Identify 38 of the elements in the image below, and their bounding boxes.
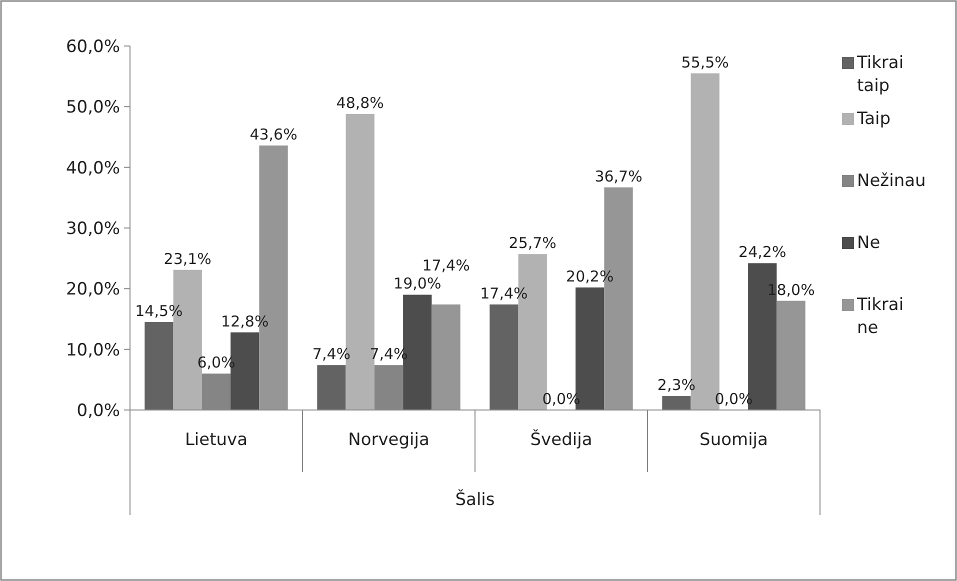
bar <box>432 304 460 410</box>
y-tick-label: 10,0% <box>66 340 120 360</box>
legend-label: Nežinau <box>857 171 926 191</box>
bar <box>776 300 806 410</box>
bar <box>490 304 518 410</box>
legend-label: Tikrai ne <box>856 295 904 338</box>
legend-label: Ne <box>857 233 880 253</box>
y-tick-label: 40,0% <box>66 158 120 178</box>
data-label: 43,6% <box>250 125 298 144</box>
x-tick-label: Norvegija <box>348 430 430 450</box>
bar <box>662 396 691 410</box>
data-label: 17,4% <box>422 256 470 274</box>
y-tick-label: 50,0% <box>66 98 120 118</box>
data-label: 7,4% <box>312 345 351 364</box>
data-label: 48,8% <box>336 94 384 112</box>
data-label: 55,5% <box>681 53 729 72</box>
data-label: 20,2% <box>566 267 614 286</box>
bar <box>317 365 346 410</box>
data-label: 12,8% <box>221 312 269 330</box>
bar <box>144 322 174 410</box>
y-tick-label: 0,0% <box>76 400 120 421</box>
data-label: 2,3% <box>657 376 696 394</box>
legend-label: Taip <box>856 109 891 129</box>
data-label: 25,7% <box>508 234 556 252</box>
y-tick-label: 30,0% <box>66 218 120 239</box>
data-label: 24,2% <box>738 243 786 262</box>
y-tick-label: 20,0% <box>66 280 120 300</box>
x-tick-label: Suomija <box>700 430 768 450</box>
data-label: 17,4% <box>480 284 528 302</box>
x-tick-label: Švedija <box>530 429 592 450</box>
data-label: 23,1% <box>164 250 212 268</box>
x-tick-label: Lietuva <box>184 430 248 450</box>
y-tick-label: 60,0% <box>66 36 120 57</box>
data-label: 14,5% <box>135 302 183 320</box>
data-label: 36,7% <box>594 167 642 186</box>
x-axis-title: Šalis <box>455 489 495 510</box>
legend-label: Tikrai taip <box>856 53 904 96</box>
data-label: 19,0% <box>394 274 442 293</box>
